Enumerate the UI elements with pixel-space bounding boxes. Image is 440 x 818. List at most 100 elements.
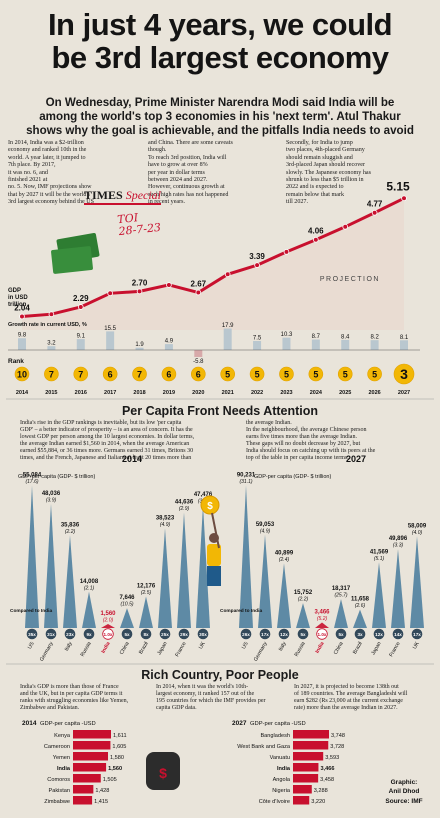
intro-col3-line: 3rd-placed Japan should recover <box>286 162 366 169</box>
spike-2027-italy <box>277 563 291 628</box>
intro-col2-line: between 2024 and 2027. <box>148 177 208 184</box>
intro-col1-line: no. 5. Now, IMF projections show <box>8 184 92 191</box>
rp2027-value-1: 3,728 <box>330 744 344 750</box>
country-label-2014-us: US <box>27 641 36 651</box>
deck: On Wednesday, Prime Minister Narendra Mo… <box>14 96 426 138</box>
rp-text3-line: of 189 countries. The average Bangladesh… <box>294 691 408 697</box>
rp2027-name-6: Côte d'Ivoire <box>259 799 290 805</box>
pc-value-2027-italy: 40,899 <box>275 550 294 556</box>
country-label-2014-russia: Russia <box>80 641 93 658</box>
spike-2027-germany <box>258 534 272 628</box>
rank-value-2024: 5 <box>313 370 318 380</box>
gdp-point-2027 <box>401 195 407 202</box>
rank-badge-2023 <box>279 366 294 382</box>
times-value-2014-uk: 30x <box>199 632 207 637</box>
gdp-line <box>21 196 405 318</box>
rank-badge-2027 <box>393 363 415 385</box>
rp2027-bar-4 <box>293 774 319 783</box>
rp2027-name-2: Vanuatu <box>270 755 290 761</box>
country-label-2027-uk: UK <box>412 641 421 651</box>
times-value-2027-india: 1.0x <box>318 632 327 637</box>
pc-gdp-2014-italy: (2.2) <box>65 529 76 535</box>
rp2027-bar-2 <box>293 752 324 761</box>
rp-label-2014: GDP-per capita -USD <box>40 721 96 727</box>
spike-2027-china <box>334 599 348 628</box>
gdp-point-2024 <box>313 236 319 243</box>
growth-bar-2019 <box>164 344 173 350</box>
spike-2014-france <box>177 512 191 628</box>
times-badge-2014-germany <box>45 628 57 640</box>
intro-col1-line: it was no. 6, and <box>8 169 48 176</box>
times-badge-2014-japan <box>159 628 171 640</box>
gdp-point-2026 <box>371 209 378 216</box>
country-label-2014-japan: Japan <box>156 641 168 656</box>
times-value-2014-france: 29x <box>180 632 188 637</box>
times-badge-2014-india <box>102 628 114 640</box>
credit-label: Graphic: <box>391 779 418 786</box>
pc-right-line: India should focus on catching up with i… <box>246 448 376 454</box>
pc-gdp-2027-china: (25.7) <box>334 593 347 599</box>
growth-label: Growth rate in current USD, % <box>8 322 87 328</box>
times-badge-2027-china <box>335 628 347 640</box>
gdp-point-2015 <box>48 311 55 318</box>
country-label-2027-india: India <box>314 641 325 655</box>
rp2014-value-2: 1,580 <box>110 755 124 761</box>
intro-col2-line: To reach 3rd position, India will <box>148 154 227 161</box>
intro-col1-line: world. A year later, it jumped to <box>8 154 86 161</box>
rp-text2-line: largest economy, it ranked 157 out of th… <box>156 691 255 697</box>
growth-bar-2026 <box>370 340 379 350</box>
year-label-2019: 2019 <box>163 390 175 396</box>
growth-value-2020: -5.8 <box>193 359 204 365</box>
rp2027-name-3: India <box>277 766 291 772</box>
pc-gdp-2014-germany: (3.9) <box>46 497 57 503</box>
gdp-point-2021 <box>224 271 231 278</box>
times-badge-2014-brazil <box>140 628 152 640</box>
times-special-logo: TIMES Special <box>84 188 162 205</box>
rich-poor-text-2: In 2014, when it was the world's 10th-la… <box>156 684 286 712</box>
gdp-label-2014: 2.04 <box>14 303 30 312</box>
times-badge-2027-japan <box>373 628 385 640</box>
rank-value-2027: 3 <box>400 366 408 382</box>
pc-value-2027-france: 49,896 <box>389 536 408 542</box>
growth-value-2015: 3.2 <box>47 341 56 347</box>
pc-gdp-2027-italy: (2.4) <box>279 557 290 563</box>
country-label-2014-italy: Italy <box>64 641 74 653</box>
year-label-2016: 2016 <box>75 390 87 396</box>
compared-label-2027: Compared to India <box>220 608 262 614</box>
growth-value-2024: 8.7 <box>312 334 321 340</box>
pc-left-line: earned $55,884, or 36 times more. German… <box>20 448 194 454</box>
country-label-2027-china: China <box>333 641 345 656</box>
intro-col2-line: However, continuous growth at <box>148 184 225 191</box>
growth-bar-2027 <box>400 340 408 350</box>
rank-value-2022: 5 <box>255 370 260 380</box>
rp-text3-line: In 2027, it is projected to become 138th… <box>294 684 399 690</box>
times-value-2027-russia: 5x <box>300 632 306 637</box>
gdp-label-2020: 2.67 <box>191 280 207 289</box>
rich-poor-title: Rich Country, Poor People <box>141 668 299 682</box>
intro-col3-line: 2022 and is expected to <box>286 184 344 191</box>
rp2014-name-0: Kenya <box>54 733 71 739</box>
spike-2014-italy <box>63 535 77 628</box>
pc-value-2027-china: 18,317 <box>332 586 351 592</box>
pc-value-2014-india: 1,560 <box>100 611 116 617</box>
spike-2027-uk <box>410 536 424 628</box>
pc-value-2014-brazil: 12,176 <box>137 584 156 590</box>
rp-text1-line: Zimbabwe and Pakistan. <box>20 705 80 711</box>
times-badge-2027-germany <box>259 628 271 640</box>
deck-line-3: shows why the goal is achievable, and th… <box>26 124 414 137</box>
intro-col2-line: such high rates has not happened <box>148 191 229 198</box>
rp2027-value-5: 3,288 <box>314 788 328 794</box>
times-value-2027-japan: 12x <box>375 632 383 637</box>
rank-badge-2025 <box>337 366 353 382</box>
pc-right-line: In the neighbourhood, the average Chines… <box>246 427 367 433</box>
country-label-2014-france: France <box>174 641 187 658</box>
pc-gdp-2014-russia: (2.1) <box>84 585 95 591</box>
pc-value-2014-germany: 48,036 <box>42 491 61 497</box>
year-label-2027: 2027 <box>398 390 410 396</box>
spike-2014-germany <box>44 503 58 628</box>
times-value-2014-japan: 25x <box>161 632 169 637</box>
rp-year-2027: 2027 <box>232 720 247 727</box>
pc-value-2027-japan: 41,569 <box>370 549 389 555</box>
rank-badge-2018 <box>132 366 147 382</box>
